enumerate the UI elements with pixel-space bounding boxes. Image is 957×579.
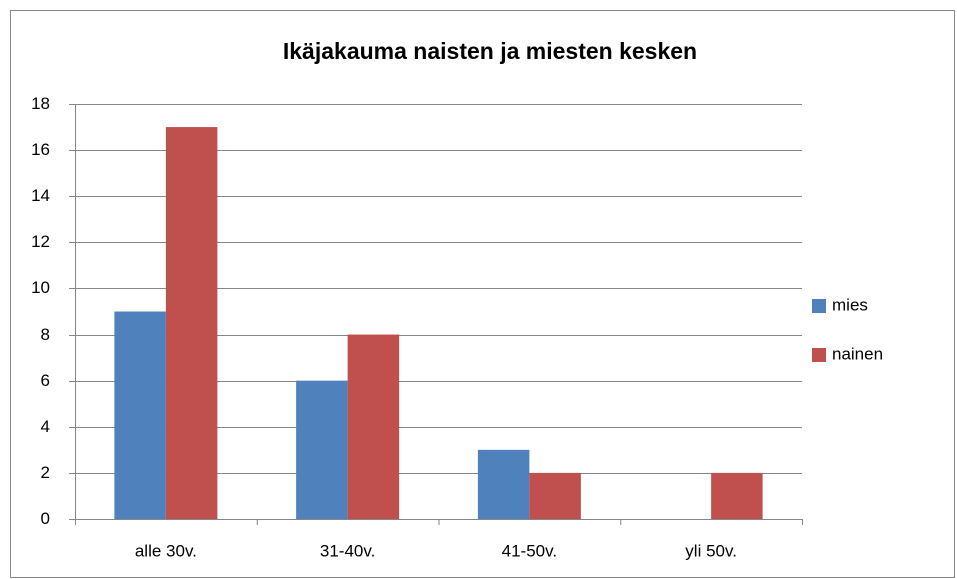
y-tick-label: 4 bbox=[41, 417, 50, 436]
x-tick-label: 31-40v. bbox=[320, 541, 375, 560]
bar bbox=[711, 472, 763, 519]
y-tick-label: 14 bbox=[31, 186, 50, 205]
bar bbox=[165, 127, 218, 520]
bar bbox=[529, 472, 581, 519]
x-tick-label: 41-50v. bbox=[502, 541, 557, 560]
legend-label: mies bbox=[832, 295, 868, 314]
y-tick-label: 6 bbox=[41, 371, 50, 390]
x-tick-label: alle 30v. bbox=[135, 541, 197, 560]
y-tick-label: 16 bbox=[31, 140, 50, 159]
y-tick-label: 8 bbox=[41, 325, 50, 344]
legend-swatch bbox=[812, 348, 826, 362]
y-tick-label: 10 bbox=[31, 278, 50, 297]
y-tick-label: 2 bbox=[41, 463, 50, 482]
bar bbox=[296, 380, 348, 519]
chart-title: Ikäjakauma naisten ja miesten kesken bbox=[283, 38, 697, 64]
x-tick-label: yli 50v. bbox=[685, 541, 737, 560]
legend-label: nainen bbox=[832, 344, 883, 363]
bar bbox=[347, 334, 400, 519]
legend-swatch bbox=[812, 299, 826, 313]
y-tick-label: 18 bbox=[31, 94, 50, 113]
y-tick-label: 12 bbox=[31, 232, 50, 251]
bar bbox=[477, 449, 530, 519]
bar bbox=[114, 311, 166, 519]
y-tick-label: 0 bbox=[41, 509, 50, 528]
